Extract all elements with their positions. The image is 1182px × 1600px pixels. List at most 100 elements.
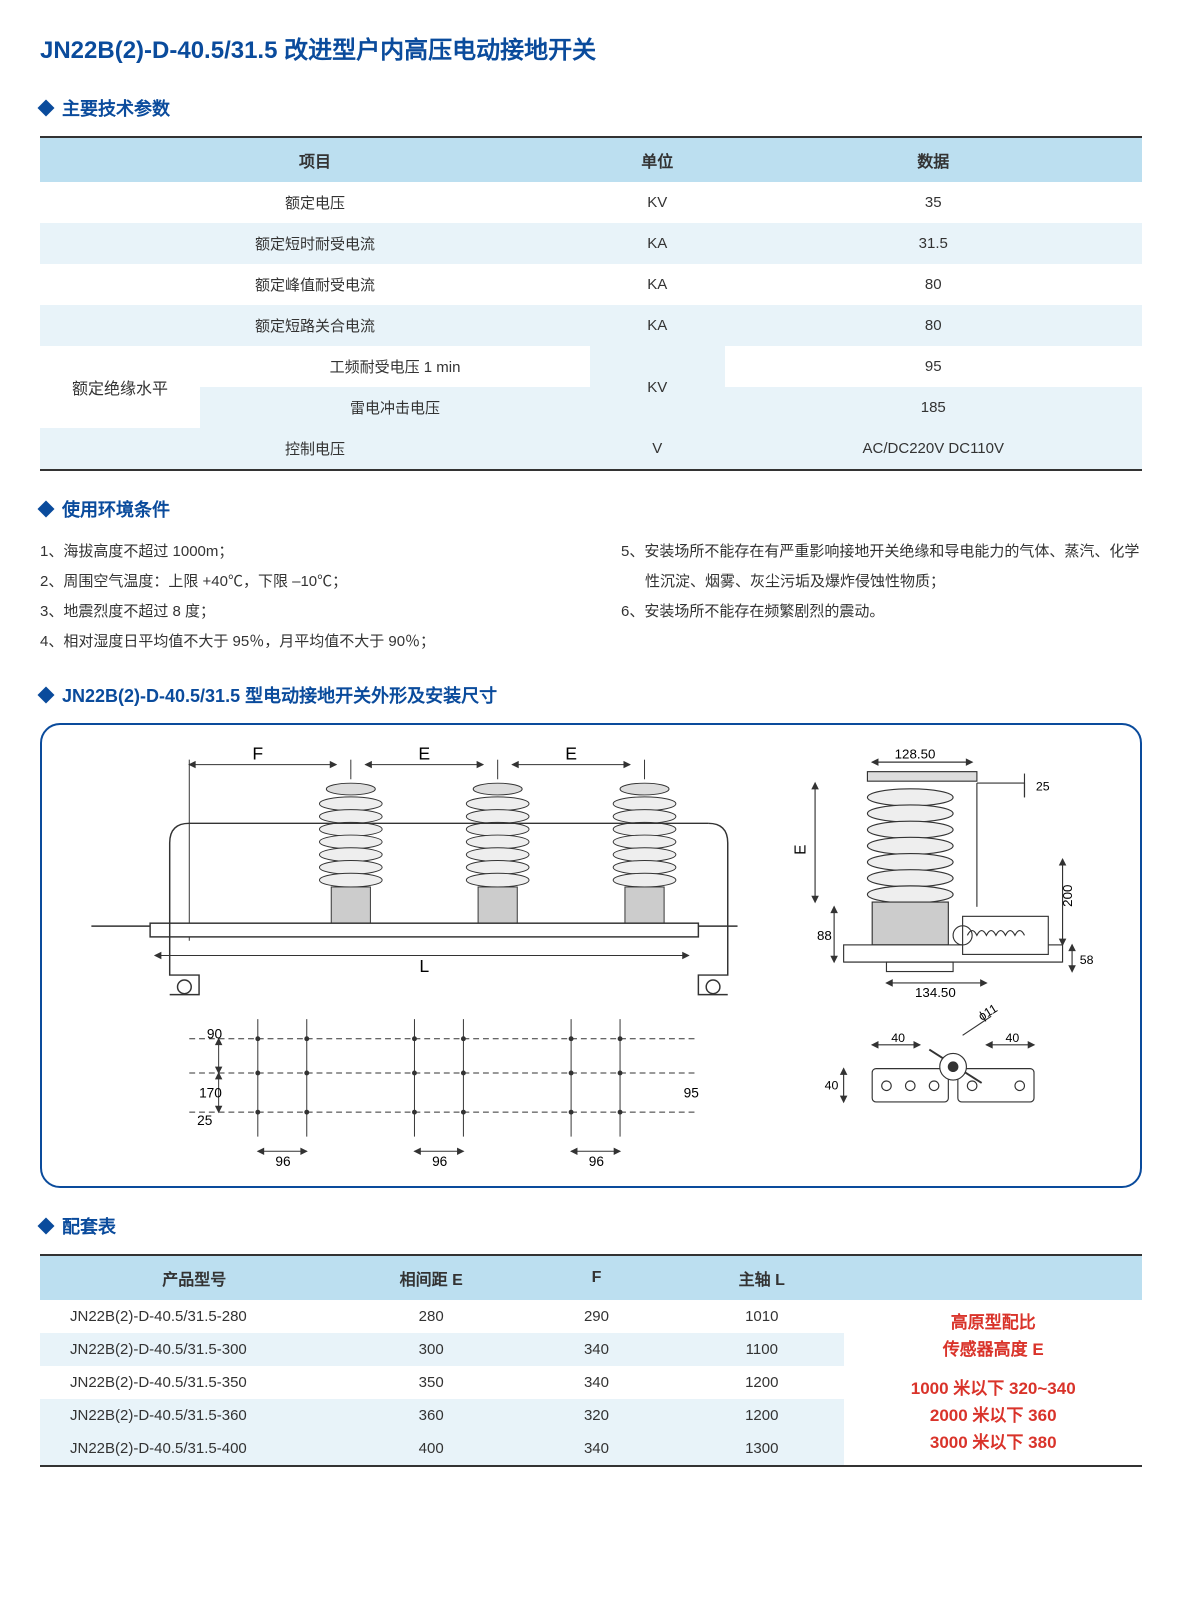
tech-params-table: 项目 单位 数据 额定电压 KV 35 额定短时耐受电流 KA 31.5 额定峰… — [40, 136, 1142, 471]
cell: 额定电压 — [40, 182, 590, 223]
dim-170: 170 — [199, 1085, 222, 1100]
cond-item: 6、安装场所不能存在频繁剧烈的震动。 — [621, 597, 1142, 627]
cell: KA — [590, 305, 724, 346]
dim-40c: 40 — [825, 1079, 839, 1093]
conditions-right: 5、安装场所不能存在有严重影响接地开关绝缘和导电能力的气体、蒸汽、化学性沉淀、烟… — [621, 537, 1142, 657]
dim-25: 25 — [197, 1113, 213, 1128]
cell: 340 — [514, 1366, 679, 1399]
cell: 1010 — [679, 1300, 844, 1333]
dim-90: 90 — [207, 1027, 223, 1042]
dim-F: F — [252, 745, 263, 764]
cell: JN22B(2)-D-40.5/31.5-400 — [40, 1432, 349, 1466]
dim-58: 58 — [1080, 953, 1094, 967]
cell: JN22B(2)-D-40.5/31.5-300 — [40, 1333, 349, 1366]
th-data: 数据 — [725, 137, 1142, 182]
cell: KA — [590, 264, 724, 305]
cond-item: 5、安装场所不能存在有严重影响接地开关绝缘和导电能力的气体、蒸汽、化学性沉淀、烟… — [645, 537, 1142, 597]
cell: JN22B(2)-D-40.5/31.5-280 — [40, 1300, 349, 1333]
dim-E2: E — [565, 745, 577, 764]
section-tech-heading: 主要技术参数 — [40, 95, 1142, 121]
diagram-left: F E E — [62, 745, 747, 1166]
dim-96b: 96 — [432, 1154, 448, 1166]
dim-12850: 128.50 — [895, 746, 936, 761]
section-env-heading: 使用环境条件 — [40, 496, 1142, 522]
dim-phi11: ɸ11 — [976, 1001, 1000, 1023]
dim-13450: 134.50 — [915, 985, 956, 1000]
cond-item: 4、相对湿度日平均值不大于 95％，月平均值不大于 90％； — [40, 627, 561, 657]
cond-item: 2、周围空气温度：上限 +40℃，下限 –10℃； — [40, 567, 561, 597]
th-F: F — [514, 1255, 679, 1300]
cell: 340 — [514, 1333, 679, 1366]
cell: 290 — [514, 1300, 679, 1333]
cell: JN22B(2)-D-40.5/31.5-350 — [40, 1366, 349, 1399]
diagram-box: F E E — [40, 723, 1142, 1188]
cell: 35 — [725, 182, 1142, 223]
cell-insul: 额定绝缘水平 — [40, 346, 200, 428]
cell: 1200 — [679, 1399, 844, 1432]
cell: 工频耐受电压 1 min — [200, 346, 590, 387]
cond-item: 3、地震烈度不超过 8 度； — [40, 597, 561, 627]
cell: 360 — [349, 1399, 514, 1432]
cell: 80 — [725, 305, 1142, 346]
section-dim-heading: JN22B(2)-D-40.5/31.5 型电动接地开关外形及安装尺寸 — [40, 682, 1142, 708]
cell: 80 — [725, 264, 1142, 305]
red-line: 2000 米以下 360 — [854, 1402, 1132, 1429]
cell: 雷电冲击电压 — [200, 387, 590, 428]
cell: 1200 — [679, 1366, 844, 1399]
cell: 300 — [349, 1333, 514, 1366]
dim-40b: 40 — [1006, 1031, 1020, 1045]
cell: KV — [590, 182, 724, 223]
dim-95: 95 — [684, 1085, 700, 1100]
cell: KV — [590, 346, 724, 428]
cell: 1100 — [679, 1333, 844, 1366]
dim-25r: 25 — [1036, 780, 1050, 794]
red-line: 1000 米以下 320~340 — [854, 1375, 1132, 1402]
th-unit: 单位 — [590, 137, 724, 182]
dim-96a: 96 — [275, 1154, 291, 1166]
conditions-block: 1、海拔高度不超过 1000m； 2、周围空气温度：上限 +40℃，下限 –10… — [40, 537, 1142, 657]
cell: 95 — [725, 346, 1142, 387]
section-dim-label: JN22B(2)-D-40.5/31.5 型电动接地开关外形及安装尺寸 — [62, 682, 497, 708]
conditions-left: 1、海拔高度不超过 1000m； 2、周围空气温度：上限 +40℃，下限 –10… — [40, 537, 561, 657]
th-item: 项目 — [40, 137, 590, 182]
cell: 31.5 — [725, 223, 1142, 264]
dim-Eside: E — [793, 845, 810, 855]
dim-E: E — [418, 745, 430, 764]
section-match-heading: 配套表 — [40, 1213, 1142, 1239]
cell: 185 — [725, 387, 1142, 428]
cell: 额定短路关合电流 — [40, 305, 590, 346]
cell: 控制电压 — [40, 428, 590, 470]
diamond-icon — [38, 1217, 55, 1234]
section-env-label: 使用环境条件 — [62, 496, 170, 522]
diamond-icon — [38, 100, 55, 117]
page-title: JN22B(2)-D-40.5/31.5 改进型户内高压电动接地开关 — [40, 30, 1142, 65]
side-view-svg: 128.50 25 E 200 88 58 134.50 — [777, 745, 1120, 1154]
dim-L: L — [419, 956, 429, 976]
th-L: 主轴 L — [679, 1255, 844, 1300]
cell: 额定短时耐受电流 — [40, 223, 590, 264]
cell: 320 — [514, 1399, 679, 1432]
cell: V — [590, 428, 724, 470]
diamond-icon — [38, 501, 55, 518]
th-E: 相间距 E — [349, 1255, 514, 1300]
cell: KA — [590, 223, 724, 264]
cell: 350 — [349, 1366, 514, 1399]
section-match-label: 配套表 — [62, 1213, 116, 1239]
cell: AC/DC220V DC110V — [725, 428, 1142, 470]
red-title1: 高原型配比 — [854, 1309, 1132, 1336]
cell: 额定峰值耐受电流 — [40, 264, 590, 305]
cell: JN22B(2)-D-40.5/31.5-360 — [40, 1399, 349, 1432]
dim-200: 200 — [1060, 885, 1075, 907]
th-model: 产品型号 — [40, 1255, 349, 1300]
cell: 280 — [349, 1300, 514, 1333]
th-blank — [844, 1255, 1142, 1300]
dim-88: 88 — [817, 928, 832, 943]
dim-96c: 96 — [589, 1154, 605, 1166]
front-view-svg: F E E — [62, 745, 747, 1166]
section-tech-label: 主要技术参数 — [62, 95, 170, 121]
diagram-right: 128.50 25 E 200 88 58 134.50 — [777, 745, 1120, 1166]
dim-table: 产品型号 相间距 E F 主轴 L JN22B(2)-D-40.5/31.5-2… — [40, 1254, 1142, 1467]
cell: 1300 — [679, 1432, 844, 1466]
cell: 340 — [514, 1432, 679, 1466]
red-col: 高原型配比 传感器高度 E 1000 米以下 320~340 2000 米以下 … — [844, 1300, 1142, 1466]
